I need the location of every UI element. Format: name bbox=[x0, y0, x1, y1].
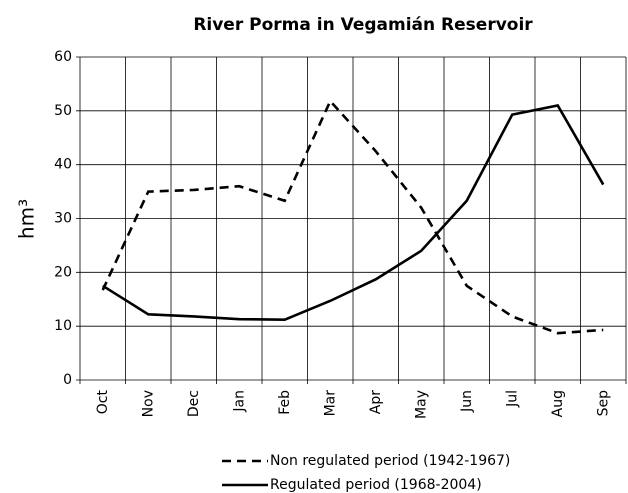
x-tick-label: May bbox=[413, 390, 429, 419]
y-axis-label: hm³ bbox=[15, 199, 39, 239]
x-tick-label: Sep bbox=[595, 390, 611, 417]
x-tick-label: Jan bbox=[231, 390, 247, 413]
x-tick-label: Jul bbox=[504, 390, 520, 408]
legend-label: Regulated period (1968-2004) bbox=[270, 477, 482, 493]
x-tick-label: Aug bbox=[550, 390, 566, 417]
x-tick-label: Oct bbox=[95, 390, 111, 415]
y-tick-label: 20 bbox=[54, 264, 72, 280]
x-tick-label: Apr bbox=[368, 390, 384, 414]
x-tick-label: Jun bbox=[459, 390, 475, 413]
y-tick-label: 10 bbox=[54, 318, 72, 334]
y-tick-label: 30 bbox=[54, 211, 72, 227]
legend-label: Non regulated period (1942-1967) bbox=[270, 453, 510, 469]
y-tick-label: 40 bbox=[54, 157, 72, 173]
series-line bbox=[102, 103, 605, 322]
x-tick-label: Feb bbox=[277, 390, 293, 415]
x-tick-label: Nov bbox=[140, 390, 156, 417]
y-tick-label: 60 bbox=[54, 49, 72, 65]
y-tick-label: 0 bbox=[63, 372, 72, 388]
series-line bbox=[101, 98, 604, 335]
x-tick-label: Dec bbox=[186, 390, 202, 417]
chart-title: River Porma in Vegamián Reservoir bbox=[193, 15, 533, 35]
y-tick-label: 50 bbox=[54, 103, 72, 119]
x-tick-label: Mar bbox=[322, 390, 338, 417]
